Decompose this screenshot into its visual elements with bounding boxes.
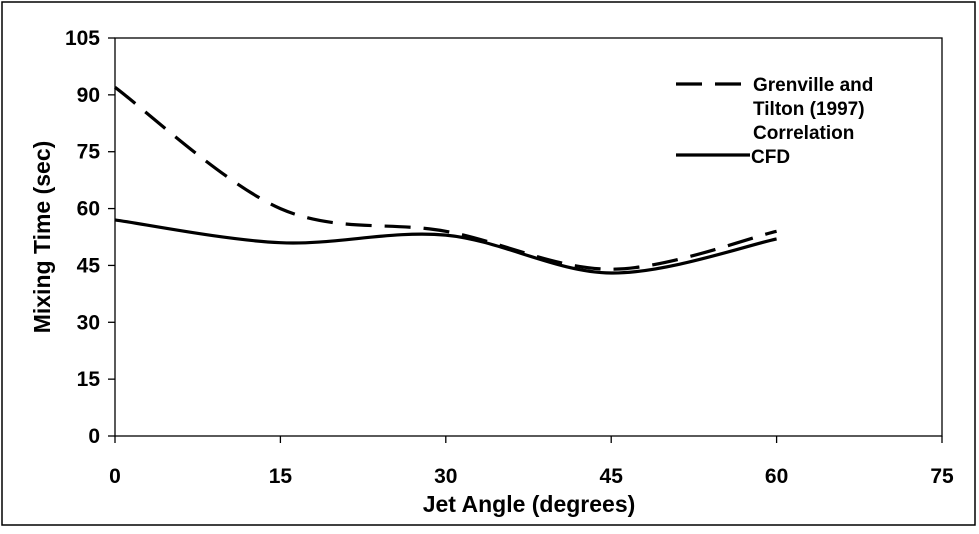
y-tick-label: 0 [88,425,100,448]
x-tick-label: 15 [269,465,293,488]
y-tick-label: 60 [77,198,100,221]
y-tick-label: 75 [77,141,101,164]
x-tick-label: 75 [930,465,954,488]
x-axis-title: Jet Angle (degrees) [423,491,636,517]
y-tick-label: 105 [65,27,100,50]
x-tick-label: 30 [434,465,457,488]
series-line-cfd [114,218,777,275]
y-tick-label: 15 [77,368,101,391]
legend-label-correlation-line: Correlation [753,123,854,144]
legend-label-correlation-line: Grenville and [753,75,873,96]
legend-label-correlation-line: Tilton (1997) [753,99,865,120]
y-axis-title: Mixing Time (sec) [29,141,55,334]
x-tick-label: 0 [109,465,121,488]
series-line-correlation [114,86,777,271]
y-tick-label: 90 [77,84,100,107]
y-tick-label: 30 [77,311,100,334]
y-tick-label: 45 [77,254,101,277]
x-tick-label: 60 [765,465,788,488]
chart-border [1,1,976,526]
plot-area-box [114,37,943,437]
x-tick-label: 45 [600,465,624,488]
legend-label-cfd: CFD [751,147,790,168]
